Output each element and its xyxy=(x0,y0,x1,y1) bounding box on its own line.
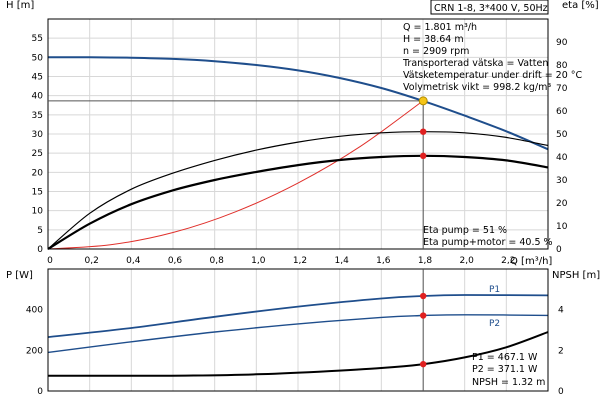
op-density: Volymetrisk vikt = 998.2 kg/m³ xyxy=(403,82,551,93)
curve-layer xyxy=(47,56,549,377)
p2-value: P2 = 371.1 W xyxy=(472,364,538,375)
bottom-y2-tick-label: 0 xyxy=(558,387,564,397)
p1-series-label: P1 xyxy=(489,285,500,295)
power-point-marker xyxy=(420,292,427,300)
duty-point-marker xyxy=(418,96,428,106)
eta-point-marker xyxy=(420,128,427,135)
grid-layer xyxy=(47,19,548,391)
op-flow: Q = 1.801 m³/h xyxy=(403,22,477,33)
npsh-value: NPSH = 1.32 m xyxy=(472,377,545,388)
top-y2-tick-label: 90 xyxy=(556,38,568,48)
top-y2-tick-label: 20 xyxy=(556,199,568,209)
frame-layer xyxy=(47,18,549,392)
p1-curve xyxy=(47,294,549,338)
top-y-axis-label: H [m] xyxy=(6,0,34,11)
operating-point-info: Q = 1.801 m³/h H = 38.64 m n = 2909 rpm … xyxy=(402,22,583,93)
top-y-tick-label: 45 xyxy=(32,73,43,83)
x-tick-label: 0,8 xyxy=(210,256,225,266)
head-curve xyxy=(48,56,549,151)
bottom-y-tick-label: 0 xyxy=(37,387,43,397)
bottom-y2-axis-label: NPSH [m] xyxy=(552,270,600,281)
x-tick-label: 0 xyxy=(47,256,53,266)
bottom-y-tick-label: 200 xyxy=(26,346,43,356)
op-head: H = 38.64 m xyxy=(403,34,464,45)
top-y-tick-label: 10 xyxy=(32,207,44,217)
op-liquid: Transporterad vätska = Vatten xyxy=(402,58,548,69)
op-temperature: Vätsketemperatur under drift = 20 °C xyxy=(403,70,583,81)
top-y-tick-label: 50 xyxy=(32,53,44,63)
power-point-marker xyxy=(420,360,427,368)
tick-layer: 0 0,2 0,4 0,6 0,8 1,0 1,2 1,4 1,6 1,8 2,0 2,2 0 5 10 15… xyxy=(26,34,568,397)
x-tick-label: 2,0 xyxy=(460,256,475,266)
efficiency-info: Eta pump = 51 % Eta pump+motor = 40.5 % xyxy=(423,225,553,248)
top-y-tick-label: 0 xyxy=(37,245,43,255)
bottom-plot-frame xyxy=(47,268,549,392)
bottom-y-axis-label: P [W] xyxy=(6,270,33,281)
top-y2-axis-label: eta [%] xyxy=(562,0,599,11)
top-y2-tick-label: 50 xyxy=(556,130,568,140)
p2-curve xyxy=(47,314,549,354)
top-y-tick-label: 15 xyxy=(32,188,43,198)
top-y2-tick-label: 10 xyxy=(556,222,568,232)
top-y-tick-label: 55 xyxy=(32,34,43,44)
top-y-tick-label: 25 xyxy=(32,149,43,159)
x-tick-label: 0,2 xyxy=(85,256,99,266)
eta-point-marker xyxy=(420,152,427,160)
top-y2-tick-label: 40 xyxy=(556,153,568,163)
bottom-y-tick-label: 400 xyxy=(26,306,43,316)
top-y2-tick-label: 30 xyxy=(556,176,568,186)
x-tick-label: 0,4 xyxy=(126,256,141,266)
p1-value: P1 = 467.1 W xyxy=(472,352,538,363)
top-y-tick-label: 20 xyxy=(32,168,44,178)
eta-pump-motor: Eta pump+motor = 40.5 % xyxy=(423,237,553,248)
p2-series-label: P2 xyxy=(489,319,500,329)
top-y-tick-label: 35 xyxy=(32,111,43,121)
x-tick-label: 1,6 xyxy=(376,256,391,266)
pump-label: CRN 1-8, 3*400 V, 50Hz xyxy=(434,3,548,14)
x-axis-label: Q [m³/h] xyxy=(510,256,552,267)
system-curve xyxy=(47,100,424,250)
eta-pump: Eta pump = 51 % xyxy=(423,225,507,236)
power-point-marker xyxy=(420,312,427,319)
x-tick-label: 2,2 xyxy=(501,256,515,266)
x-tick-label: 1,8 xyxy=(418,256,433,266)
top-y2-tick-label: 80 xyxy=(556,61,568,71)
top-y-tick-label: 30 xyxy=(32,130,44,140)
top-y2-tick-label: 70 xyxy=(556,84,568,94)
top-plot-frame xyxy=(47,18,549,250)
marker-layer xyxy=(48,96,428,391)
top-y2-tick-label: 0 xyxy=(556,245,562,255)
x-tick-label: 0,6 xyxy=(168,256,183,266)
x-tick-label: 1,4 xyxy=(335,256,350,266)
bottom-y2-tick-label: 2 xyxy=(558,346,564,356)
eta-pump-curve xyxy=(47,131,549,250)
x-tick-label: 1,2 xyxy=(293,256,307,266)
top-y-tick-label: 40 xyxy=(32,92,44,102)
eta-pump-motor-curve xyxy=(47,154,549,250)
top-y-tick-label: 5 xyxy=(37,226,43,236)
bottom-y2-tick-label: 4 xyxy=(558,306,564,316)
npsh-curve xyxy=(48,331,549,377)
power-info: P1 = 467.1 W P2 = 371.1 W NPSH = 1.32 m xyxy=(472,352,545,388)
top-y2-tick-label: 60 xyxy=(556,107,568,117)
op-speed: n = 2909 rpm xyxy=(403,46,469,57)
x-tick-label: 1,0 xyxy=(251,256,266,266)
pump-header-box: CRN 1-8, 3*400 V, 50Hz xyxy=(430,0,549,15)
